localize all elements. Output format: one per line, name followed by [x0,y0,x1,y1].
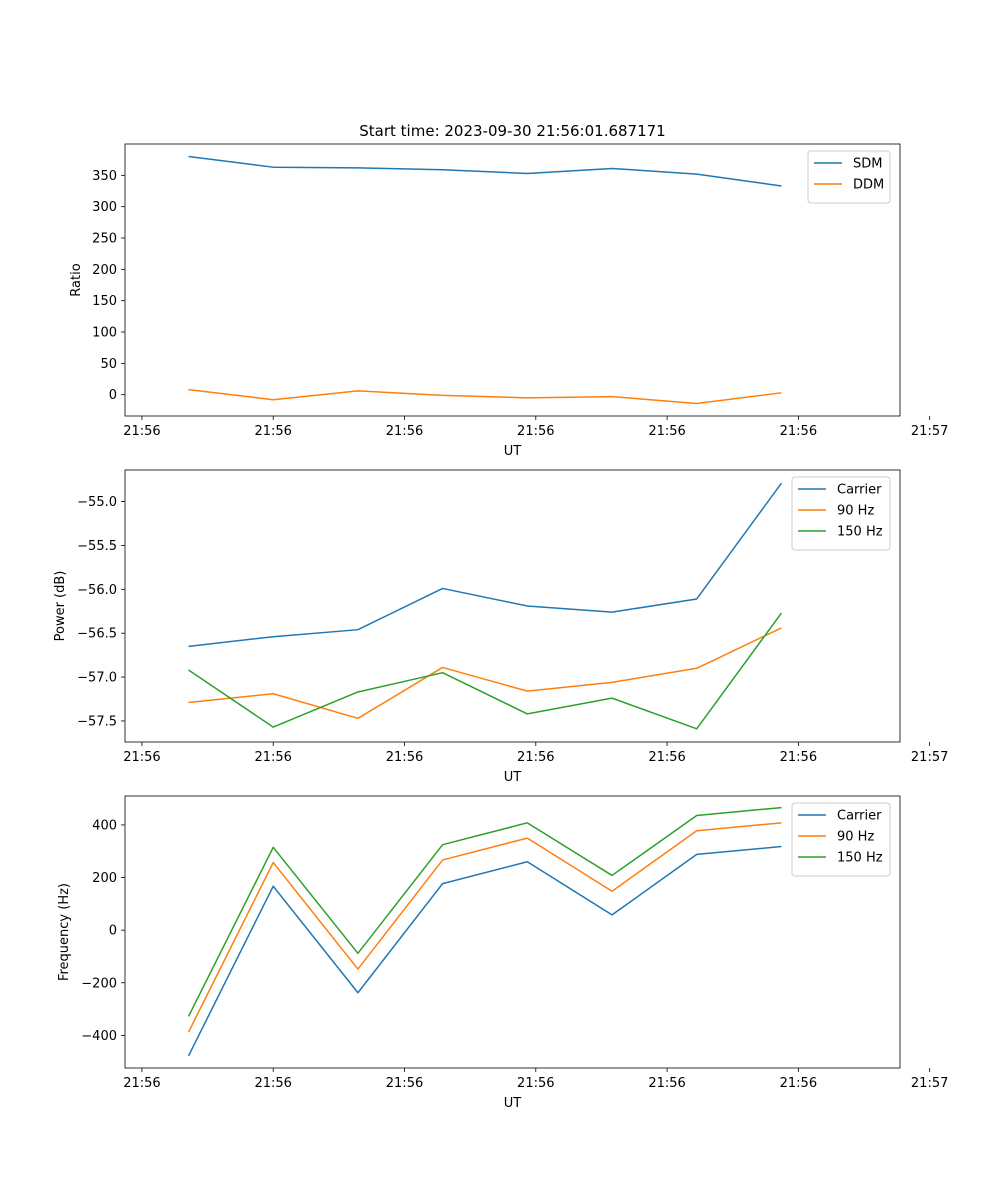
chart-1-ytick-label: 200 [92,263,117,278]
chart-1-ytick-label: 300 [92,200,117,215]
chart-3-xtick-label: 21:56 [517,1076,554,1091]
chart-1-legend: SDM DDM [807,150,891,204]
chart-1-xtick-label: 21:56 [780,424,817,439]
chart-2-xtick-label: 21:56 [517,750,554,765]
chart-1: 21:56 21:56 21:56 21:56 21:56 21:56 21:57 0 50 10… [69,143,948,459]
chart-1-xtick-label: 21:56 [517,424,554,439]
chart-3-ytick-label: 0 [109,924,117,939]
chart-2-ytick-label: −55.0 [77,495,117,510]
chart-1-axes-frame [124,143,901,417]
chart-2-ytick-label: −57.0 [77,671,117,686]
chart-2: 21:56 21:56 21:56 21:56 21:56 21:56 21:57 −57.5… [53,469,948,785]
chart-3: 21:56 21:56 21:56 21:56 21:56 21:56 21:57 −400 −… [57,795,948,1111]
chart-3-ytick-label: −400 [81,1029,117,1044]
chart-3-xtick-label: 21:56 [386,1076,423,1091]
chart-3-series-carrier [187,845,782,1057]
chart-2-xtick-label: 21:57 [911,750,948,765]
chart-3-xtick-label: 21:56 [780,1076,817,1091]
chart-1-ytick-label: 150 [92,294,117,309]
chart-2-axes-frame [124,469,901,743]
chart-1-xlabel: UT [504,444,522,459]
chart-3-axes-frame [124,795,901,1069]
chart-2-ytick-label: −57.5 [77,714,117,729]
chart-3-legend-label: Carrier [837,809,882,824]
chart-2-xlabel: UT [504,770,522,785]
chart-3-xlabel: UT [504,1096,522,1111]
chart-1-xtick-label: 21:56 [254,424,291,439]
chart-2-xtick-label: 21:56 [386,750,423,765]
chart-2-xtick-label: 21:56 [780,750,817,765]
chart-2-xtick-label: 21:56 [648,750,685,765]
chart-1-xtick-label: 21:56 [386,424,423,439]
chart-1-legend-label: SDM [853,157,882,172]
charts-container: 21:56 21:56 21:56 21:56 21:56 21:56 21:57 0 50 10… [53,143,948,1111]
chart-1-ytick-label: 50 [100,357,117,372]
chart-1-xtick-label: 21:56 [648,424,685,439]
chart-3-legend-label: 90 Hz [837,830,874,845]
chart-2-series-150-hz [188,612,783,730]
chart-2-ytick-label: −56.5 [77,627,117,642]
chart-3-xtick-label: 21:56 [123,1076,160,1091]
chart-3-legend-label: 150 Hz [837,851,883,866]
chart-2-xtick-label: 21:56 [123,750,160,765]
chart-1-xtick-label: 21:57 [911,424,948,439]
chart-3-series-150-hz [187,806,782,1017]
chart-3-ytick-label: 200 [92,871,117,886]
chart-2-series-carrier [188,482,783,648]
chart-1-ytick-label: 350 [92,169,117,184]
chart-2-ytick-label: −55.5 [77,539,117,554]
chart-2-ylabel: Power (dB) [53,571,68,642]
chart-1-legend-label: DDM [853,178,884,193]
chart-3-xtick-label: 21:56 [648,1076,685,1091]
chart-3-xtick-label: 21:57 [911,1076,948,1091]
chart-3-ytick-label: −200 [81,976,117,991]
chart-3-ytick-label: 400 [92,818,117,833]
figure-title: Start time: 2023-09-30 21:56:01.687171 [359,122,665,140]
chart-1-series-ddm [188,388,782,405]
chart-2-legend-label: 90 Hz [837,504,874,519]
chart-3-legend: Carrier 90 Hz 150 Hz [791,802,891,877]
chart-2-legend: Carrier 90 Hz 150 Hz [791,476,891,551]
chart-1-ylabel: Ratio [69,263,84,296]
chart-2-series-90-hz [188,627,782,720]
chart-1-legend-box [807,150,891,204]
chart-1-ytick-label: 250 [92,232,117,247]
chart-1-series-sdm [188,155,782,187]
chart-1-xtick-label: 21:56 [123,424,160,439]
chart-2-legend-label: 150 Hz [837,525,883,540]
chart-3-series-90-hz [187,822,782,1033]
chart-1-ytick-label: 0 [109,388,117,403]
chart-2-legend-label: Carrier [837,483,882,498]
chart-2-xtick-label: 21:56 [254,750,291,765]
chart-3-ylabel: Frequency (Hz) [57,883,72,981]
chart-1-ytick-label: 100 [92,326,117,341]
chart-3-xtick-label: 21:56 [254,1076,291,1091]
chart-2-ytick-label: −56.0 [77,583,117,598]
